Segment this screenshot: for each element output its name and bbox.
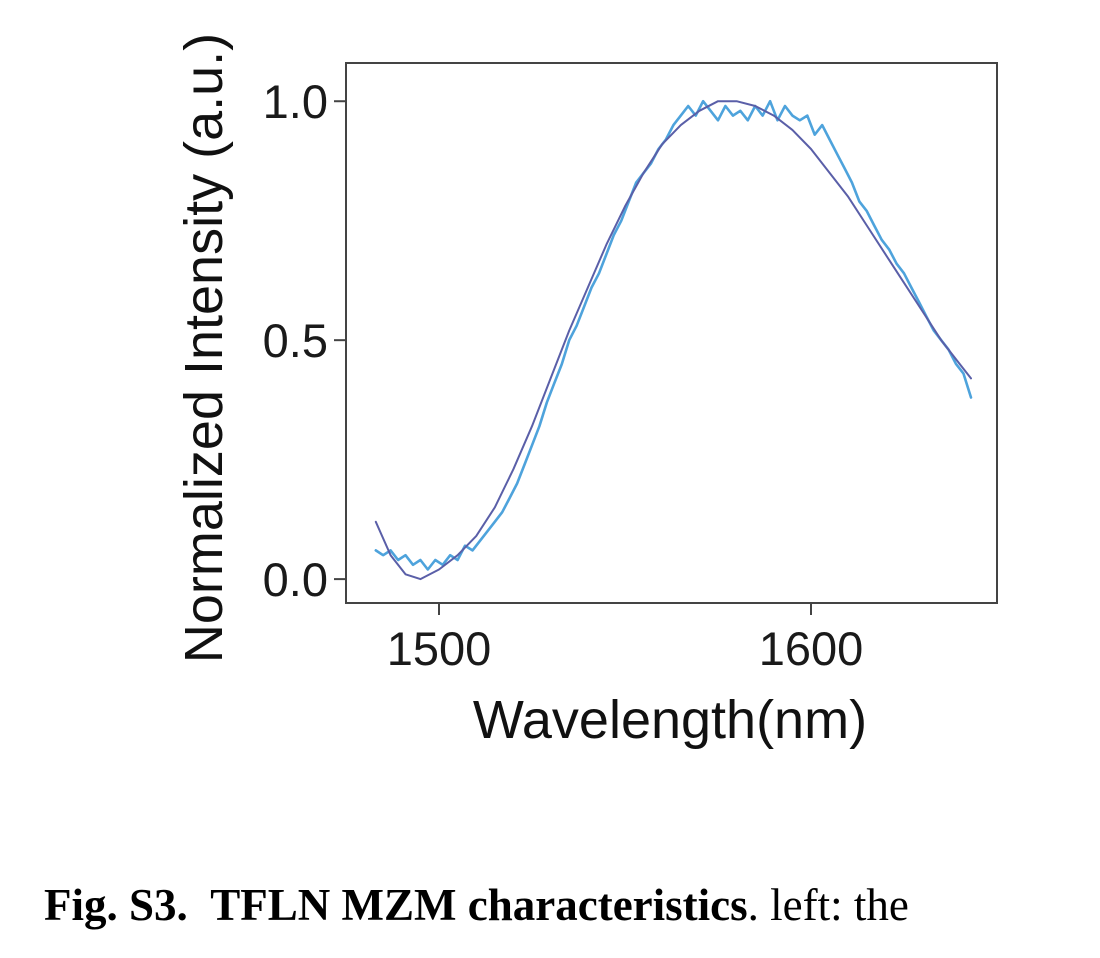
caption-label: Fig. S3. [44,880,188,930]
x-axis-title: Wavelength(nm) [473,690,867,750]
caption-title: TFLN MZM characteristics [210,880,748,930]
x-tick-label: 1500 [387,622,492,675]
y-tick-label: 0.0 [263,553,328,606]
y-tick-label: 1.0 [263,75,328,128]
tick-labels: 0.0 0.5 1.0 1500 1600 [263,75,864,675]
figure: 0.0 0.5 1.0 1500 1600 Wavelength(nm) Normali… [174,33,998,750]
chart: 0.0 0.5 1.0 1500 1600 Wavelength(nm) Normali… [174,33,998,750]
measured-spectrum-line [374,99,973,571]
figure-caption: Fig. S3. TFLN MZM characteristics. left:… [44,878,1094,932]
x-tick-label: 1600 [759,622,864,675]
series-layer [374,99,973,581]
y-axis-title: Normalized Intensity (a.u.) [174,33,234,663]
caption-text: . left: the [747,880,909,930]
tick-marks [334,100,812,615]
y-tick-label: 0.5 [263,314,328,367]
fit-curve-line [374,100,972,581]
plot-frame [345,62,998,604]
